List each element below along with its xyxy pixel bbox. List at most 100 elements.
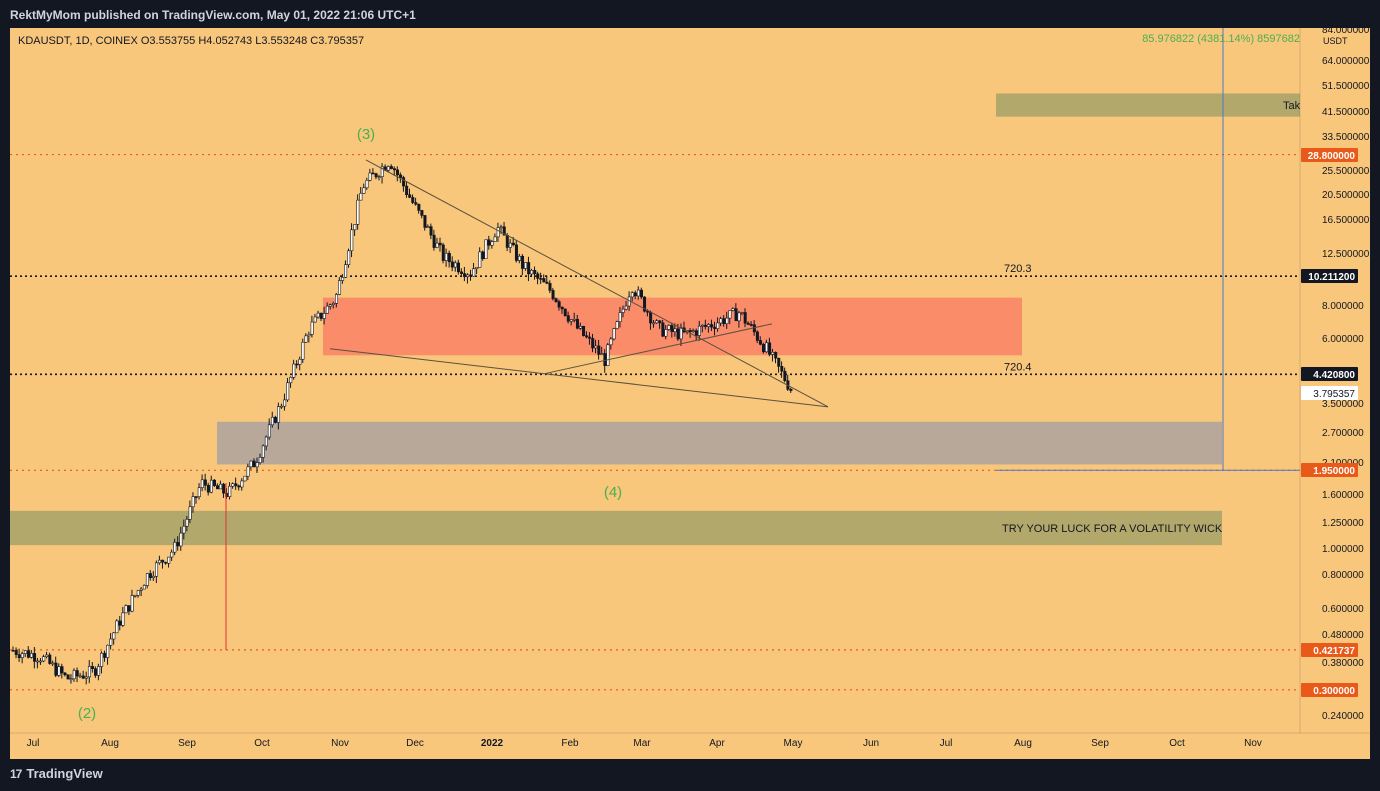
candle-body xyxy=(69,678,73,681)
candle-body xyxy=(450,261,454,268)
candle-body xyxy=(124,605,128,614)
candle-body xyxy=(234,483,238,487)
upper-trendline xyxy=(365,159,829,408)
candle-body xyxy=(374,173,378,178)
candle-body xyxy=(307,334,311,337)
candle-body xyxy=(103,652,107,658)
candle-body xyxy=(399,174,403,178)
tradingview-logo[interactable]: 17 TradingView xyxy=(10,766,103,781)
candle-body xyxy=(533,270,537,275)
candle-body xyxy=(743,312,747,324)
price-tag-label: 10.211200 xyxy=(1308,272,1355,283)
candle-body xyxy=(359,192,363,201)
candle-body xyxy=(380,166,384,177)
candle-body xyxy=(707,324,711,327)
candle-body xyxy=(81,675,85,679)
candle-body xyxy=(237,485,241,488)
candle-body xyxy=(789,388,793,391)
candle-body xyxy=(725,317,729,324)
candle-body xyxy=(164,561,168,564)
candle-body xyxy=(289,377,293,384)
candle-body xyxy=(273,416,277,423)
candle-body xyxy=(588,336,592,339)
candle-body xyxy=(173,542,177,553)
lower-trendline xyxy=(329,348,829,408)
candle-body xyxy=(258,457,262,463)
y-tick-label: 0.380000 xyxy=(1322,658,1364,669)
candle-body xyxy=(145,573,149,586)
candle-body xyxy=(33,653,37,662)
candle-body xyxy=(728,310,732,319)
chart-frame[interactable] xyxy=(10,28,1370,759)
candle-body xyxy=(453,262,457,268)
candle-body xyxy=(23,650,27,654)
candle-body xyxy=(72,670,76,680)
candle-body xyxy=(240,480,244,488)
wave-label: (4) xyxy=(604,484,622,501)
candle-body xyxy=(658,320,662,324)
candle-body xyxy=(338,280,342,295)
candle-body xyxy=(542,278,546,283)
candle-body xyxy=(100,652,104,667)
candle-body xyxy=(591,338,595,349)
candle-body xyxy=(643,296,647,312)
candle-body xyxy=(304,335,308,343)
candle-body xyxy=(441,244,445,261)
candle-body xyxy=(746,322,750,325)
x-tick-label: Dec xyxy=(406,738,424,749)
candle-body xyxy=(560,306,564,310)
candle-body xyxy=(328,304,332,307)
x-tick-label: Oct xyxy=(1169,738,1185,749)
candle-body xyxy=(429,226,433,236)
candle-body xyxy=(438,242,442,246)
candle-body xyxy=(511,242,515,246)
candle-body xyxy=(521,255,525,269)
candle-body xyxy=(176,542,180,547)
candle-body xyxy=(377,176,381,178)
x-tick-label: Aug xyxy=(101,738,119,749)
x-tick-label: Oct xyxy=(254,738,270,749)
candle-body xyxy=(179,532,183,547)
candle-body xyxy=(563,308,567,316)
candle-body xyxy=(112,632,116,640)
candle-body xyxy=(301,341,305,360)
take-profit-zone xyxy=(996,93,1300,117)
candle-body xyxy=(310,321,314,335)
candle-body xyxy=(75,670,79,677)
candle-body xyxy=(578,326,582,329)
candle-body xyxy=(322,313,326,319)
candle-body xyxy=(469,274,473,277)
candle-body xyxy=(411,197,415,203)
candle-body xyxy=(408,194,412,198)
candle-body xyxy=(487,239,491,246)
candle-body xyxy=(316,312,320,318)
y-tick-label: 1.000000 xyxy=(1322,544,1364,555)
candle-body xyxy=(353,224,357,231)
candle-body xyxy=(652,322,656,325)
candle-body xyxy=(700,324,704,327)
candle-body xyxy=(277,406,281,423)
candle-body xyxy=(774,351,778,359)
y-tick-label: 6.000000 xyxy=(1322,334,1364,345)
measure-label: 85.976822 (4381.14%) 8597682 xyxy=(1142,33,1300,45)
candle-body xyxy=(420,210,424,216)
candle-body xyxy=(417,203,421,211)
candle-body xyxy=(161,559,165,563)
candle-body xyxy=(481,251,485,260)
candle-body xyxy=(414,202,418,205)
candle-body xyxy=(490,241,494,246)
footer-bar: 17 TradingView xyxy=(0,759,1380,791)
y-unit-label: USDT xyxy=(1323,36,1348,46)
candle-body xyxy=(185,519,189,527)
candle-body xyxy=(249,460,253,468)
candle-body xyxy=(609,338,613,346)
x-tick-label: Nov xyxy=(331,738,349,749)
candle-body xyxy=(710,324,714,328)
x-tick-label: Feb xyxy=(561,738,579,749)
y-tick-label: 84.000000 xyxy=(1322,25,1370,36)
x-tick-label: 2022 xyxy=(481,738,504,749)
candle-body xyxy=(600,353,604,355)
candle-body xyxy=(26,650,30,658)
candle-body xyxy=(94,668,98,676)
